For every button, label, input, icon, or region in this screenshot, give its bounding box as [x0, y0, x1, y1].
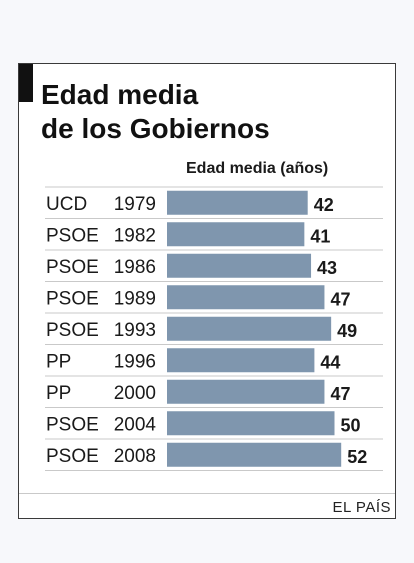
category-party-label: PSOE	[46, 288, 99, 309]
category-party-label: PSOE	[46, 414, 99, 435]
category-year-label: 2008	[114, 446, 156, 467]
data-label: 49	[337, 321, 357, 341]
category-party-label: PSOE	[46, 446, 99, 467]
category-year-label: 1993	[114, 320, 156, 341]
chart-card: Edad media de los Gobiernos Edad media (…	[18, 63, 396, 519]
series-label: Edad media (años)	[186, 160, 329, 177]
bar	[167, 316, 332, 341]
category-year-label: 2004	[114, 414, 157, 435]
bar	[167, 379, 325, 404]
bar	[167, 222, 305, 247]
bar	[167, 253, 312, 278]
category-year-label: 1982	[114, 225, 156, 246]
data-label: 44	[320, 352, 340, 372]
bar-chart: UCD 1979 42 PSOE 1982 41 PSOE 1986 43 PSOE 1989 47 P…	[45, 186, 383, 471]
data-label: 47	[330, 289, 350, 309]
category-party-label: PSOE	[46, 225, 99, 246]
data-label: 47	[330, 384, 350, 404]
data-label: 43	[317, 258, 337, 278]
chart-title-line-1: Edad media	[41, 79, 199, 110]
bar	[167, 190, 308, 215]
data-label: 41	[310, 226, 330, 246]
data-label: 50	[341, 415, 361, 435]
source-label: EL PAÍS	[332, 499, 391, 516]
data-label: 52	[347, 447, 367, 467]
category-year-label: 1986	[114, 257, 156, 278]
category-year-label: 1996	[114, 351, 156, 372]
chart-title: Edad media de los Gobiernos	[41, 78, 381, 146]
source-divider	[19, 493, 395, 494]
category-year-label: 1989	[114, 288, 156, 309]
title-marker	[19, 64, 33, 102]
bar	[167, 442, 342, 467]
data-label: 42	[314, 195, 334, 215]
chart-title-line-2: de los Gobiernos	[41, 113, 270, 144]
category-party-label: UCD	[46, 194, 87, 215]
bar	[167, 348, 315, 373]
category-party-label: PP	[46, 351, 71, 372]
category-party-label: PSOE	[46, 320, 99, 341]
category-party-label: PSOE	[46, 257, 99, 278]
bar	[167, 285, 325, 310]
category-party-label: PP	[46, 383, 71, 404]
category-year-label: 1979	[114, 194, 156, 215]
category-year-label: 2000	[114, 383, 156, 404]
bar	[167, 411, 335, 436]
